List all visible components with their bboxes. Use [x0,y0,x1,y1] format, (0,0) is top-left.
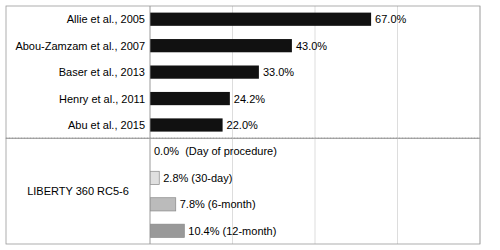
grid-line [315,6,316,138]
grid-line [150,138,151,244]
section: 67.0% Allie et al., 2005 43.0% Abou-Zamzam … [6,6,480,138]
grid-line [397,6,398,138]
group-label: LIBERTY 360 RC5-6 [27,185,129,197]
bar [150,13,371,26]
data-label: 7.8% (6-month) [180,198,256,210]
bars [150,13,371,132]
bar [150,92,230,105]
category-label: Abu et al., 2015 [68,119,145,131]
bar [150,224,184,237]
data-label: 22.0% [227,119,258,131]
data-label: 43.0% [296,40,327,52]
chart: 67.0% Allie et al., 2005 43.0% Abou-Zamzam … [0,0,500,250]
grid-line [397,138,398,244]
category-label: Allie et al., 2005 [67,13,145,25]
category-label: Henry et al., 2011 [59,93,145,105]
data-label: 24.2% [234,93,265,105]
bar [150,39,292,52]
data-label: 67.0% [375,13,406,25]
axis-line [150,6,151,138]
axis-line [150,138,151,244]
data-label: 0.0% (Day of procedure) [154,145,277,157]
category-label: Baser et al., 2013 [59,66,145,78]
bar [150,118,223,131]
frame [6,6,480,138]
section: 0.0% (Day of procedure) 2.8% (30-day) 7.8%… [6,138,480,244]
data-label: 33.0% [263,66,294,78]
bar [150,66,259,79]
data-label: 10.4% (12-month) [188,225,276,237]
frame [6,138,480,244]
grid-line [150,6,151,138]
data-label: 2.8% (30-day) [163,172,232,184]
category-label: Abou-Zamzam et al., 2007 [15,40,145,52]
grid-line [315,138,316,244]
bar [150,171,159,184]
bar [150,198,176,211]
